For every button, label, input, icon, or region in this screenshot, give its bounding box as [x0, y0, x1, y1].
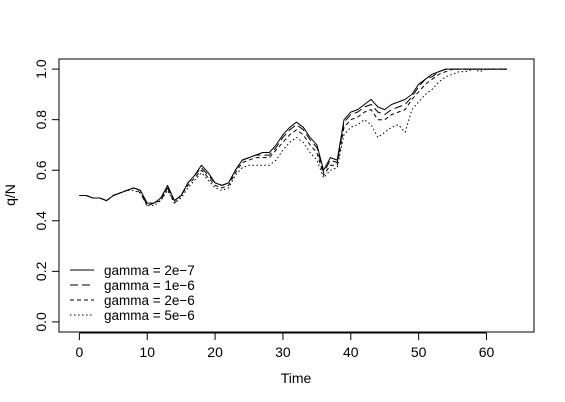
y-axis: 0.0 0.2 0.4 0.6 0.8 1.0 [33, 59, 60, 332]
x-tick-label: 30 [275, 344, 291, 360]
legend-label: gamma = 2e−6 [104, 293, 195, 308]
y-tick-label: 0.4 [33, 211, 49, 231]
legend-label: gamma = 2e−7 [104, 263, 195, 278]
series-line-3 [79, 68, 507, 207]
series-line-2 [79, 68, 507, 207]
legend-label: gamma = 5e−6 [104, 308, 195, 323]
x-tick-label: 60 [479, 344, 495, 360]
series-layer [79, 68, 507, 207]
series-line-4 [79, 68, 507, 207]
x-tick-label: 0 [75, 344, 83, 360]
x-tick-label: 40 [343, 344, 359, 360]
y-tick-label: 0.8 [33, 110, 49, 130]
y-tick-label: 0.6 [33, 160, 49, 180]
x-tick-label: 10 [139, 344, 155, 360]
x-tick-label: 50 [411, 344, 427, 360]
legend-label: gamma = 1e−6 [104, 278, 195, 293]
y-axis-label: q/N [2, 184, 18, 206]
y-tick-label: 1.0 [33, 59, 49, 79]
series-line-1 [79, 68, 507, 204]
y-tick-label: 0.0 [33, 312, 49, 332]
x-tick-label: 20 [207, 344, 223, 360]
x-axis: 0 10 20 30 40 50 60 [75, 332, 495, 360]
y-tick-label: 0.2 [33, 261, 49, 281]
x-axis-label: Time [281, 370, 312, 386]
